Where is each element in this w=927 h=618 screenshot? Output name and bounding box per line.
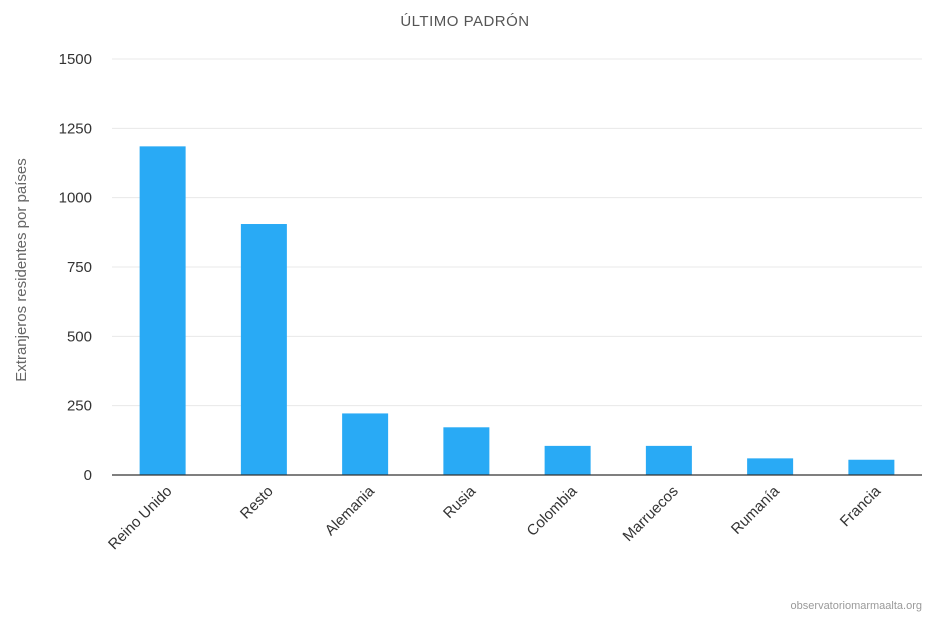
bar-francia [848, 459, 895, 475]
y-tick-label: 1000 [59, 190, 92, 207]
source-credit: observatoriomarmaalta.org [791, 600, 922, 612]
x-tick-label: Reino Unido [105, 483, 175, 553]
x-tick-label: Francia [837, 482, 885, 530]
x-tick-label: Rumanía [728, 482, 784, 538]
x-tick-label: Alemania [322, 482, 379, 539]
x-tick-label: Resto [237, 483, 277, 523]
y-axis-label: Extranjeros residentes por países [13, 158, 30, 381]
bar-alemania [342, 413, 389, 475]
bar-rumanía [747, 458, 794, 475]
bar-colombia [544, 445, 591, 475]
y-tick-label: 1500 [59, 51, 92, 68]
y-tick-label: 500 [67, 328, 92, 345]
bar-reino-unido [139, 146, 186, 476]
bar-resto [240, 224, 287, 475]
y-tick-label: 750 [67, 259, 92, 276]
bar-rusia [443, 427, 490, 475]
x-tick-label: Marruecos [620, 483, 682, 545]
y-axis-ticks: 0 250 500 750 1000 1250 1500 [59, 51, 92, 484]
bars [139, 146, 895, 476]
x-axis-ticks: Reino Unido Resto Alemania Rusia Colombia Mar… [105, 482, 885, 553]
x-tick-label: Colombia [524, 482, 581, 539]
gridlines [112, 58, 922, 407]
y-tick-label: 1250 [59, 120, 92, 137]
x-tick-label: Rusia [440, 482, 480, 522]
y-tick-label: 250 [67, 398, 92, 415]
bar-marruecos [645, 445, 692, 475]
y-tick-label: 0 [84, 467, 92, 484]
chart-title: ÚLTIMO PADRÓN [400, 13, 529, 30]
